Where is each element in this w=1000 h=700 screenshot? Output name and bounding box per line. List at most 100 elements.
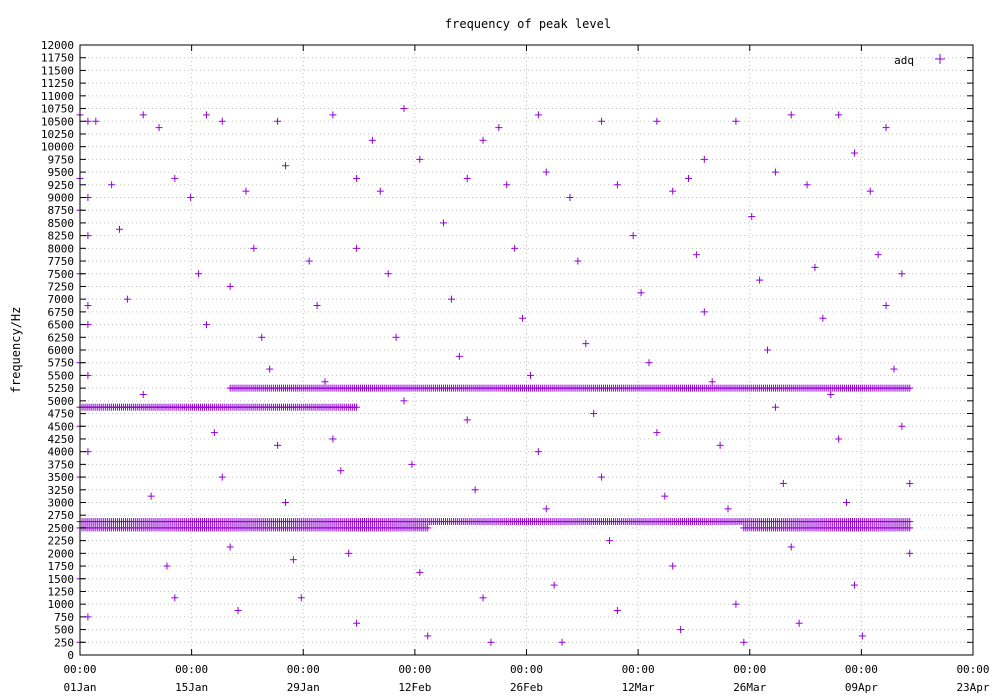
y-tick-label: 250 bbox=[54, 636, 74, 649]
data-point bbox=[84, 302, 92, 310]
data-point bbox=[827, 390, 835, 398]
data-point bbox=[250, 244, 258, 252]
y-tick-label: 9250 bbox=[48, 179, 75, 192]
data-point bbox=[574, 257, 582, 265]
data-point bbox=[440, 219, 448, 227]
data-point bbox=[116, 225, 124, 233]
data-point bbox=[874, 251, 882, 259]
x-tick-date-label: 01Jan bbox=[63, 681, 96, 694]
data-point bbox=[740, 638, 748, 646]
x-axis: 00:00 01Jan 00:00 15Jan 00:00 29Jan 00:00 12Feb… bbox=[63, 45, 990, 694]
x-tick-date-label: 26Feb bbox=[510, 681, 543, 694]
data-point bbox=[811, 263, 819, 271]
y-tick-label: 5500 bbox=[48, 369, 75, 382]
y-tick-label: 4500 bbox=[48, 420, 75, 433]
data-point bbox=[653, 117, 661, 125]
data-point bbox=[716, 441, 724, 449]
data-point bbox=[376, 187, 384, 195]
data-point bbox=[511, 244, 519, 252]
data-point bbox=[139, 111, 147, 119]
x-tick-date-label: 23Apr bbox=[956, 681, 989, 694]
data-point bbox=[685, 174, 693, 182]
data-point bbox=[787, 543, 795, 551]
data-point bbox=[732, 600, 740, 608]
y-tick-label: 1000 bbox=[48, 598, 75, 611]
data-point bbox=[195, 270, 203, 278]
legend: adq bbox=[894, 54, 945, 67]
data-point bbox=[534, 111, 542, 119]
data-point bbox=[337, 467, 345, 475]
legend-label-adq: adq bbox=[894, 54, 914, 67]
data-point bbox=[479, 594, 487, 602]
data-point bbox=[281, 499, 289, 506]
y-tick-label: 8000 bbox=[48, 242, 75, 255]
data-point bbox=[858, 632, 866, 640]
data-point bbox=[329, 111, 337, 119]
data-point bbox=[171, 174, 179, 182]
x-tick-time-label: 00:00 bbox=[398, 663, 431, 676]
y-tick-label: 11750 bbox=[41, 52, 74, 65]
data-point bbox=[519, 314, 527, 322]
data-point bbox=[155, 124, 163, 132]
y-tick-label: 3750 bbox=[48, 458, 75, 471]
data-point bbox=[526, 371, 534, 379]
data-point bbox=[669, 562, 677, 570]
data-point bbox=[764, 346, 772, 354]
y-tick-label: 1500 bbox=[48, 573, 75, 586]
data-point bbox=[258, 333, 266, 341]
data-point bbox=[202, 321, 210, 329]
y-tick-label: 2000 bbox=[48, 547, 75, 560]
legend-marker-adq bbox=[935, 54, 945, 64]
data-point bbox=[700, 308, 708, 316]
data-point bbox=[637, 289, 645, 297]
data-point bbox=[613, 607, 621, 615]
x-tick-date-label: 26Mar bbox=[733, 681, 766, 694]
data-point bbox=[890, 365, 898, 373]
data-point bbox=[353, 619, 361, 627]
y-tick-label: 3500 bbox=[48, 471, 75, 484]
plot-area bbox=[76, 105, 914, 646]
y-tick-label: 5250 bbox=[48, 382, 75, 395]
data-point bbox=[803, 181, 811, 189]
data-point bbox=[424, 632, 432, 640]
x-tick-time-label: 00:00 bbox=[733, 663, 766, 676]
x-tick-time-label: 00:00 bbox=[63, 663, 96, 676]
data-point bbox=[123, 295, 131, 303]
x-tick-time-label: 00:00 bbox=[845, 663, 878, 676]
y-tick-label: 10250 bbox=[41, 128, 74, 141]
data-point bbox=[463, 416, 471, 424]
y-axis: 0250500750100012501500175020002250250027… bbox=[41, 39, 973, 662]
data-point bbox=[479, 136, 487, 144]
data-point bbox=[384, 270, 392, 278]
y-tick-label: 11000 bbox=[41, 90, 74, 103]
data-point bbox=[400, 397, 408, 405]
y-tick-label: 2250 bbox=[48, 535, 75, 548]
y-tick-label: 7250 bbox=[48, 280, 75, 293]
data-point bbox=[850, 149, 858, 157]
y-tick-label: 1250 bbox=[48, 585, 75, 598]
data-point bbox=[353, 244, 361, 252]
data-point bbox=[274, 117, 282, 125]
data-point bbox=[400, 105, 408, 113]
data-point bbox=[202, 111, 210, 119]
x-tick-date-label: 12Mar bbox=[622, 681, 655, 694]
data-point bbox=[795, 619, 803, 627]
data-point bbox=[906, 384, 914, 392]
y-tick-label: 11500 bbox=[41, 64, 74, 77]
data-point bbox=[471, 486, 479, 494]
data-point bbox=[756, 276, 764, 284]
y-tick-label: 10500 bbox=[41, 115, 74, 128]
x-tick-time-label: 00:00 bbox=[510, 663, 543, 676]
y-tick-label: 0 bbox=[67, 649, 74, 662]
data-point bbox=[724, 505, 732, 513]
data-point bbox=[368, 136, 376, 144]
x-tick-time-label: 00:00 bbox=[175, 663, 208, 676]
y-tick-label: 500 bbox=[54, 624, 74, 637]
y-tick-label: 1750 bbox=[48, 560, 75, 573]
data-point bbox=[171, 594, 179, 602]
data-point bbox=[487, 638, 495, 646]
data-point bbox=[416, 568, 424, 576]
data-point bbox=[416, 155, 424, 163]
data-point bbox=[329, 435, 337, 443]
data-point bbox=[582, 340, 590, 348]
